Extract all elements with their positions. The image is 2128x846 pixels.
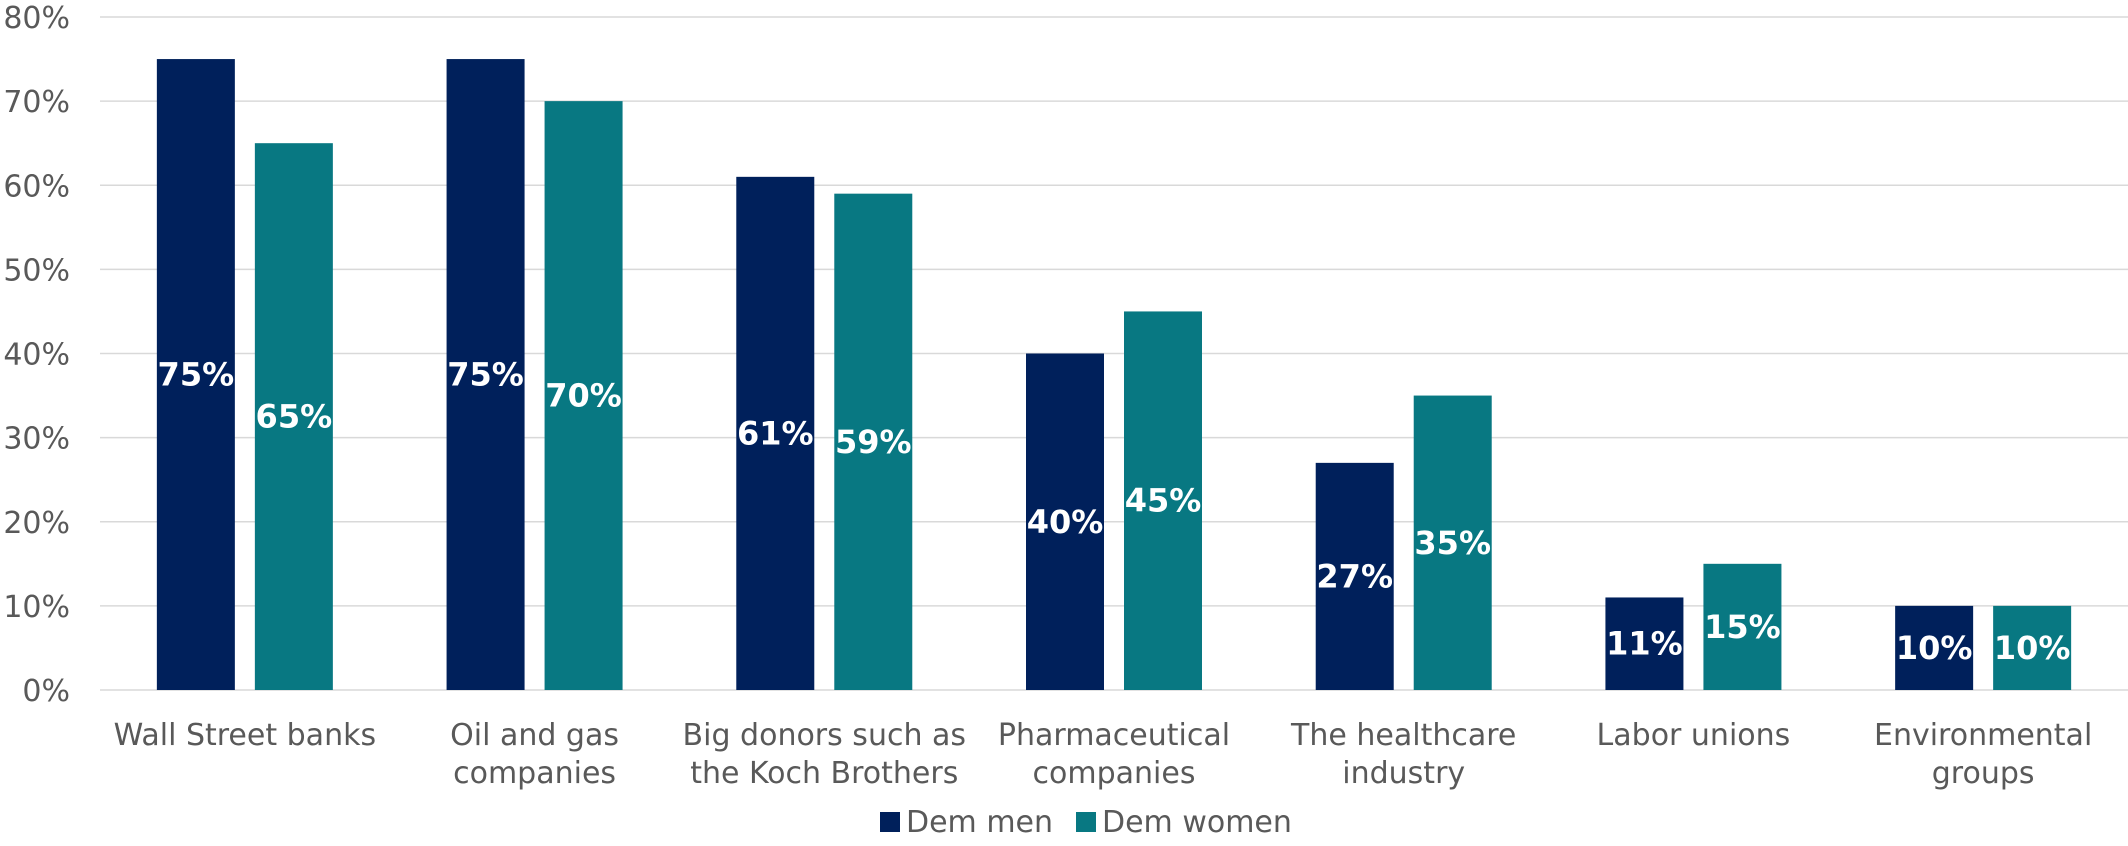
data-label: 40% — [1027, 503, 1104, 541]
data-label: 75% — [447, 356, 524, 394]
bar — [544, 101, 623, 690]
legend: Dem men Dem women — [880, 805, 1292, 840]
bar — [1124, 311, 1202, 690]
bar — [254, 143, 333, 690]
bar — [1026, 353, 1104, 690]
data-label: 10% — [1994, 629, 2071, 667]
y-tick-label: 10% — [3, 590, 70, 625]
y-tick-label: 50% — [3, 253, 70, 288]
y-tick-label: 80% — [3, 1, 70, 36]
bar — [1703, 563, 1782, 690]
bar — [1895, 605, 1974, 690]
data-label: 15% — [1704, 608, 1781, 646]
category-label: Wall Street banks — [114, 718, 376, 753]
data-label: 65% — [256, 398, 333, 436]
bar — [446, 59, 525, 690]
data-label: 27% — [1316, 557, 1393, 595]
category-label: The healthcare industry — [1290, 718, 1516, 791]
data-label: 35% — [1414, 524, 1491, 562]
bar — [1413, 395, 1492, 690]
data-label: 10% — [1896, 629, 1973, 667]
bar — [736, 176, 815, 690]
y-tick-label: 60% — [3, 169, 70, 204]
category-label: Environmental groups — [1874, 718, 2092, 791]
data-label: 45% — [1125, 482, 1202, 520]
gridlines — [100, 16, 2128, 691]
category-label: Pharmaceutical companies — [998, 718, 1230, 791]
data-label: 61% — [737, 414, 814, 452]
bars — [156, 59, 2072, 690]
legend-label: Dem women — [1102, 805, 1292, 840]
category-label: Big donors such as the Koch Brothers — [683, 718, 966, 791]
bar — [1993, 605, 2072, 690]
data-labels: 75% 65% 75% 70% 61% 59% 40% 45% 27% 35% 11% 15% 10% 1… — [158, 356, 2071, 667]
bar — [156, 59, 235, 690]
y-tick-label: 40% — [3, 338, 70, 373]
y-axis-ticks: 0% 10% 20% 30% 40% 50% 60% 70% 80% — [3, 1, 70, 709]
data-label: 75% — [158, 356, 235, 394]
y-tick-label: 70% — [3, 85, 70, 120]
y-tick-label: 30% — [3, 422, 70, 457]
data-label: 59% — [835, 423, 912, 461]
bar — [1605, 597, 1684, 690]
legend-swatch — [880, 812, 900, 832]
category-label: Labor unions — [1597, 718, 1791, 753]
data-label: 11% — [1606, 625, 1683, 663]
bar — [1315, 462, 1394, 690]
y-tick-label: 0% — [22, 674, 70, 709]
bar — [834, 193, 913, 690]
data-label: 70% — [545, 377, 622, 415]
x-axis-categories: Wall Street banks Oil and gas companies Big… — [114, 718, 2093, 791]
legend-label: Dem men — [906, 805, 1053, 840]
category-label: Oil and gas companies — [450, 718, 619, 791]
y-tick-label: 20% — [3, 506, 70, 541]
legend-swatch — [1076, 812, 1096, 832]
